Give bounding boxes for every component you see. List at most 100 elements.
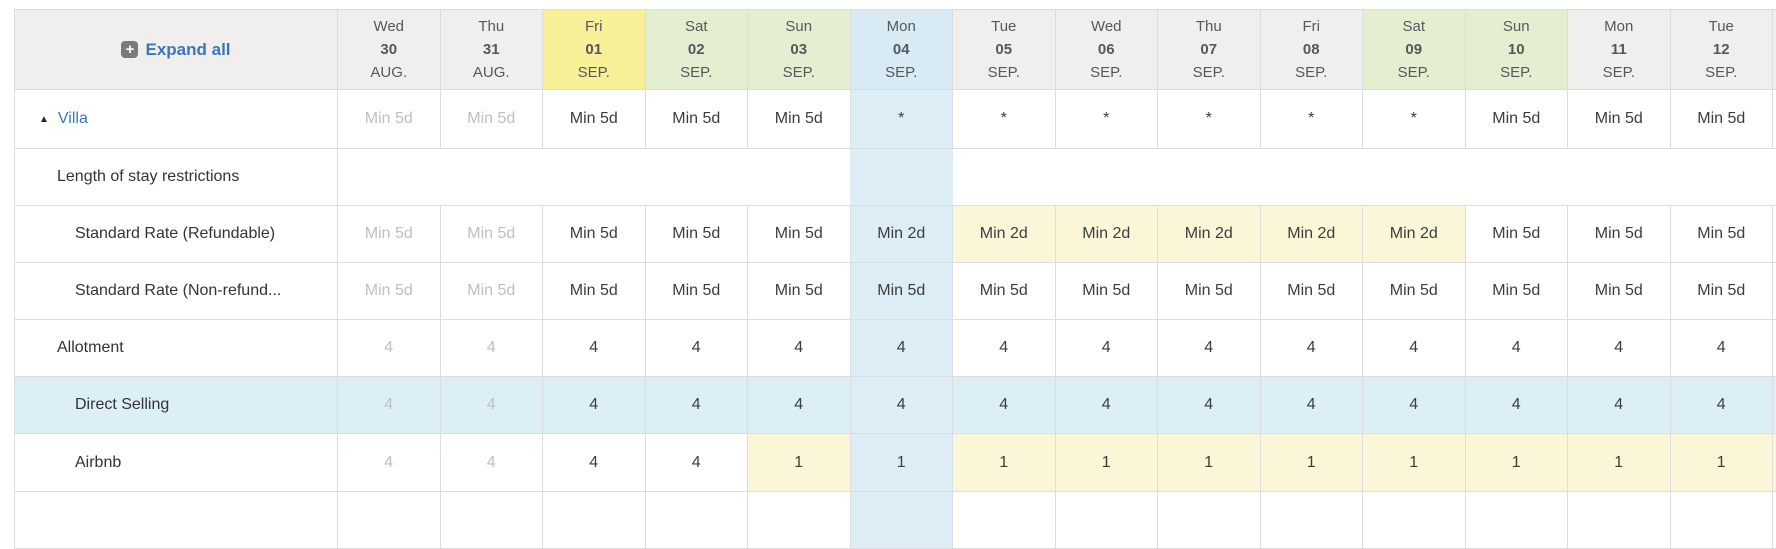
grid-cell[interactable]: 1 — [1158, 434, 1261, 492]
day-day-label: Wed — [1056, 15, 1158, 38]
grid-cell[interactable]: Min 5d — [1670, 90, 1773, 149]
grid-cell[interactable]: 4 — [645, 320, 748, 377]
grid-cell[interactable]: 1 — [1568, 434, 1671, 492]
day-day-label: Mon — [851, 15, 953, 38]
grid-cell[interactable]: 4 — [748, 377, 851, 434]
grid-cell[interactable]: 4 — [1670, 377, 1773, 434]
grid-cell[interactable]: 4 — [953, 377, 1056, 434]
grid-cell[interactable]: 4 — [850, 377, 953, 434]
grid-cell[interactable]: 1 — [1465, 434, 1568, 492]
grid-cell[interactable]: 1 — [1055, 434, 1158, 492]
grid-cell[interactable]: 4 — [1465, 377, 1568, 434]
grid-cell[interactable]: Min 5d — [1465, 206, 1568, 263]
grid-cell[interactable]: Min 5d — [543, 90, 646, 149]
grid-cell[interactable]: Min 5d — [1568, 90, 1671, 149]
room-name-link[interactable]: Villa — [58, 110, 88, 127]
grid-cell[interactable]: 4 — [748, 320, 851, 377]
grid-cell[interactable]: Min 5d — [1055, 263, 1158, 320]
grid-cell[interactable]: 4 — [1568, 320, 1671, 377]
day-month-label: SEP. — [1261, 61, 1363, 84]
grid-cell[interactable]: 4 — [1055, 320, 1158, 377]
expand-all-button[interactable]: +Expand all — [121, 40, 230, 60]
grid-cell[interactable]: 1 — [1363, 434, 1466, 492]
grid-cell — [338, 492, 441, 549]
grid-cell[interactable]: 4 — [645, 377, 748, 434]
grid-cell[interactable]: 4 — [953, 320, 1056, 377]
grid-cell[interactable]: Min 5d — [1260, 263, 1363, 320]
grid-cell[interactable]: Min 5d — [748, 206, 851, 263]
grid-cell[interactable]: Min 5d — [953, 263, 1056, 320]
grid-cell[interactable]: * — [1158, 90, 1261, 149]
day-month-label: SEP. — [748, 61, 850, 84]
grid-cell[interactable]: Min 5d — [1670, 263, 1773, 320]
grid-cell[interactable]: 4 — [543, 377, 646, 434]
grid-cell[interactable]: * — [850, 90, 953, 149]
grid-cell[interactable]: * — [1055, 90, 1158, 149]
grid-cell[interactable]: Min 2d — [1363, 206, 1466, 263]
grid-cell[interactable]: Min 5d — [1158, 263, 1261, 320]
grid-cell[interactable]: Min 2d — [850, 206, 953, 263]
row-label-cell: Direct Selling — [15, 377, 338, 434]
grid-cell[interactable]: Min 5d — [1465, 263, 1568, 320]
grid-cell[interactable]: 4 — [1260, 320, 1363, 377]
grid-cell[interactable]: 4 — [543, 320, 646, 377]
grid-cell — [1055, 149, 1158, 206]
day-month-label: SEP. — [1363, 61, 1465, 84]
grid-cell[interactable]: Min 5d — [748, 263, 851, 320]
grid-cell[interactable]: Min 5d — [1568, 263, 1671, 320]
grid-cell[interactable]: 4 — [645, 434, 748, 492]
collapse-caret-icon[interactable]: ▲ — [39, 114, 49, 125]
grid-cell[interactable]: 4 — [1363, 320, 1466, 377]
grid-cell[interactable]: 1 — [1670, 434, 1773, 492]
grid-cell[interactable]: Min 5d — [1568, 206, 1671, 263]
grid-cell[interactable]: Min 5d — [748, 90, 851, 149]
grid-cell[interactable]: 4 — [1568, 377, 1671, 434]
grid-cell[interactable]: 1 — [748, 434, 851, 492]
grid-cell[interactable]: 1 — [850, 434, 953, 492]
grid-cell[interactable]: 1 — [1260, 434, 1363, 492]
grid-cell[interactable]: 4 — [543, 434, 646, 492]
grid-cell[interactable]: 4 — [1055, 377, 1158, 434]
grid-cell[interactable]: Min 2d — [1055, 206, 1158, 263]
grid-cell[interactable]: 4 — [1260, 377, 1363, 434]
day-month-label: AUG. — [441, 61, 543, 84]
grid-cell[interactable]: Min 5d — [543, 206, 646, 263]
grid-cell[interactable]: 1 — [953, 434, 1056, 492]
day-day-label: Fri — [1261, 15, 1363, 38]
grid-cell[interactable]: Min 5d — [850, 263, 953, 320]
grid-cell[interactable]: * — [953, 90, 1056, 149]
grid-cell[interactable]: Min 2d — [953, 206, 1056, 263]
grid-cell[interactable]: Min 5d — [1670, 206, 1773, 263]
grid-cell[interactable]: Min 5d — [543, 263, 646, 320]
grid-cell[interactable]: Min 5d — [645, 90, 748, 149]
grid-cell[interactable]: Min 5d — [1465, 90, 1568, 149]
grid-cell[interactable]: 4 — [1670, 320, 1773, 377]
grid-cell[interactable]: 4 — [1465, 320, 1568, 377]
grid-cell[interactable]: Min 2d — [1260, 206, 1363, 263]
grid-cell — [1773, 206, 1776, 263]
grid-cell[interactable]: 4 — [1158, 377, 1261, 434]
grid-cell[interactable]: Min 5d — [645, 263, 748, 320]
grid-cell[interactable]: 4 — [850, 320, 953, 377]
grid-cell[interactable]: 4 — [1363, 377, 1466, 434]
grid-cell[interactable]: Min 5d — [645, 206, 748, 263]
grid-cell[interactable]: * — [1363, 90, 1466, 149]
grid-cell[interactable]: Min 5d — [1363, 263, 1466, 320]
grid-cell[interactable]: * — [1260, 90, 1363, 149]
grid-cell[interactable]: 4 — [1158, 320, 1261, 377]
grid-cell[interactable]: Min 2d — [1158, 206, 1261, 263]
